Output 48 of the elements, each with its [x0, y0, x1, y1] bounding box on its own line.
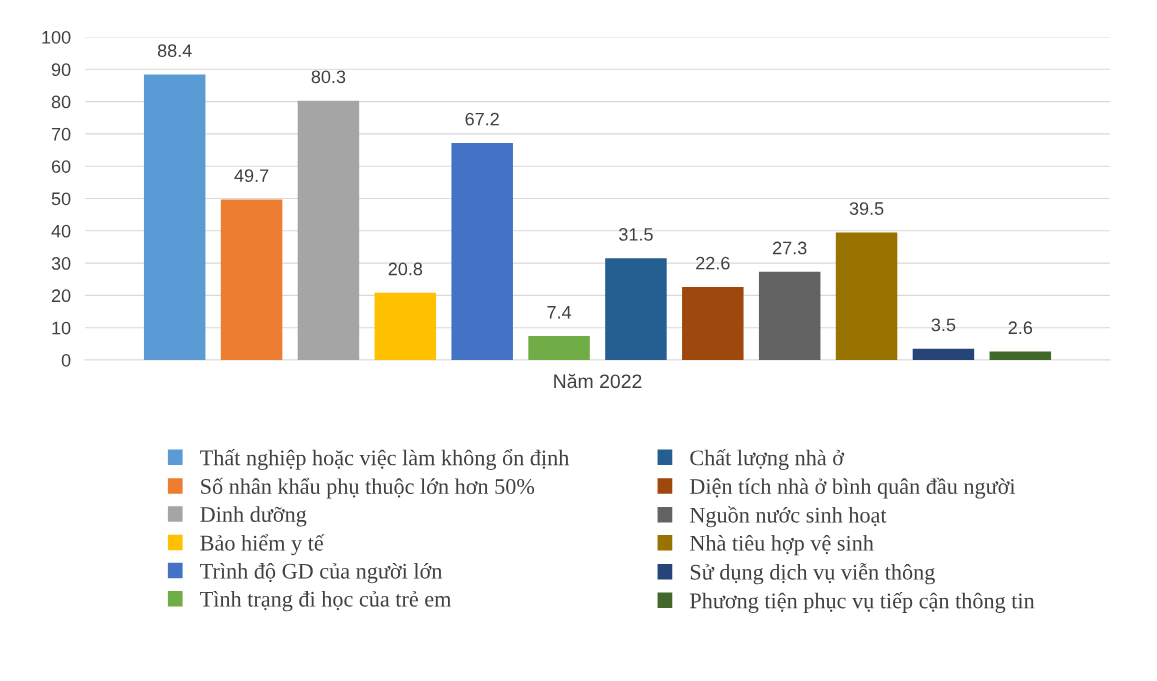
y-tick-label: 30	[51, 257, 71, 270]
bar	[528, 336, 590, 360]
bar	[374, 292, 437, 360]
data-label: 80.3	[311, 70, 346, 84]
y-tick-label: 20	[51, 289, 71, 303]
data-label: 7.4	[547, 306, 572, 319]
data-label: 27.3	[773, 241, 807, 255]
legend-label: Bảo hiểm y tế	[200, 534, 325, 556]
legend-label: Phương tiện phục vụ tiếp cận thông tin	[689, 592, 1035, 613]
legend-label: Chất lượng nhà ở	[690, 449, 845, 470]
data-label: 67.2	[465, 112, 499, 126]
bar	[758, 271, 821, 360]
data-label: 49.7	[234, 169, 269, 183]
bar	[682, 287, 744, 360]
y-tick-label: 70	[51, 127, 71, 141]
y-tick-label: 10	[52, 321, 71, 335]
legend-label: Sử dụng dịch vụ viễn thông	[690, 563, 935, 585]
bar	[605, 258, 667, 360]
data-label: 39.5	[849, 202, 884, 215]
data-label: 88.4	[157, 44, 192, 58]
legend-label: Nguồn nước sinh hoạt	[689, 506, 887, 528]
y-tick-label: 100	[42, 30, 71, 44]
legend-label: Thất nghiệp hoặc việc làm không ổn định	[200, 449, 570, 470]
y-tick-label: 50	[51, 192, 71, 206]
data-label: 3.5	[931, 318, 956, 332]
y-tick-label: 80	[51, 95, 71, 109]
bar	[220, 199, 283, 360]
data-label: 31.5	[619, 228, 653, 241]
bar	[989, 351, 1052, 360]
data-label: 2.6	[1008, 321, 1033, 335]
legend-label: Nhà tiêu hợp vệ sinh	[689, 535, 874, 556]
bar	[912, 348, 975, 360]
bar	[143, 74, 206, 360]
y-tick-label: 40	[51, 224, 71, 238]
legend-label: Dinh dưỡng	[200, 506, 307, 527]
y-tick-label: 60	[51, 160, 71, 173]
legend-label: Số nhân khẩu phụ thuộc lớn hơn 50%	[201, 477, 535, 499]
data-label: 22.6	[696, 256, 730, 270]
legend-label: Trình độ GD của người lớn	[200, 562, 443, 584]
bar	[451, 142, 513, 360]
legend-label: Diện tích nhà ở bình quân đầu người	[689, 477, 1016, 499]
bar	[297, 100, 360, 360]
legend-label: Tình trạng đi học của trẻ em	[200, 591, 452, 612]
data-label: 20.8	[388, 262, 423, 276]
y-tick-label: 90	[51, 63, 71, 77]
bar	[835, 232, 898, 360]
x-tick-label: Năm 2022	[554, 373, 642, 389]
y-tick-label: 0	[61, 353, 71, 367]
